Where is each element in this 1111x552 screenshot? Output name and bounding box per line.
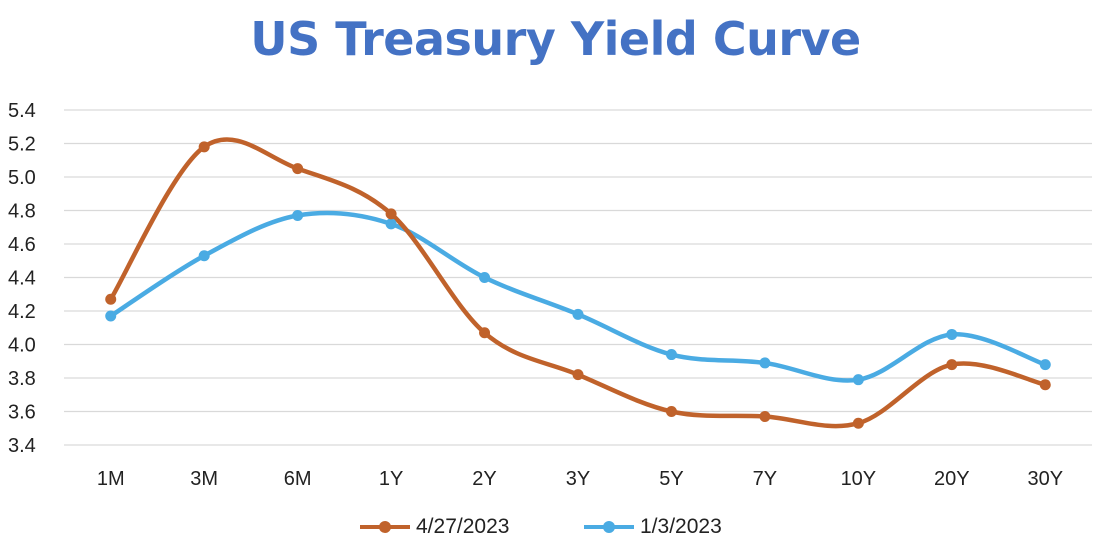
y-tick-label: 4.6 (8, 234, 36, 256)
x-tick-label: 7Y (753, 468, 777, 490)
y-tick-label: 4.2 (8, 301, 36, 323)
y-tick-label: 5.0 (8, 167, 36, 189)
legend-swatch-series-2 (584, 520, 634, 534)
x-axis-tick-labels: 1M 3M 6M 1Y 2Y 3Y 5Y 7Y 10Y 20Y 30Y (97, 468, 1063, 490)
data-point-series-1 (572, 369, 584, 381)
x-tick-label: 30Y (1027, 468, 1063, 490)
line-chart: 3.4 3.6 3.8 4.0 4.2 4.4 4.6 4.8 5.0 5.2 5.4 1M 3M 6M… (8, 100, 1092, 490)
y-tick-label: 4.0 (8, 335, 36, 357)
x-tick-label: 2Y (472, 468, 496, 490)
series-line-2 (108, 210, 1048, 383)
x-tick-label: 1Y (379, 468, 403, 490)
y-axis-tick-labels: 3.4 3.6 3.8 4.0 4.2 4.4 4.6 4.8 5.0 5.2 5.4 (8, 100, 36, 457)
legend-item-series-2: 1/3/2023 (584, 512, 722, 542)
data-point-series-2 (946, 328, 958, 340)
data-point-series-1 (105, 293, 117, 305)
legend-label-series-1: 4/27/2023 (416, 515, 510, 538)
legend-swatch-series-1 (360, 520, 410, 534)
data-point-series-1 (385, 208, 397, 220)
data-point-series-2 (198, 250, 210, 262)
x-tick-label: 6M (284, 468, 312, 490)
x-tick-label: 1M (97, 468, 125, 490)
data-point-series-2 (105, 310, 117, 322)
data-point-series-2 (665, 349, 677, 361)
legend: 4/27/2023 1/3/2023 (0, 512, 1111, 542)
series-line-1 (108, 137, 1048, 429)
data-point-series-1 (665, 406, 677, 417)
x-tick-label: 10Y (841, 468, 877, 490)
y-tick-label: 5.2 (8, 134, 36, 156)
legend-label-series-2: 1/3/2023 (640, 515, 722, 538)
data-point-series-1 (946, 359, 958, 371)
data-point-series-2 (572, 308, 584, 320)
gridlines (64, 109, 1092, 446)
data-point-series-1 (198, 141, 210, 153)
data-point-series-1 (852, 417, 864, 429)
data-point-series-1 (759, 411, 771, 423)
data-point-series-2 (292, 210, 304, 222)
x-tick-label: 5Y (659, 468, 683, 490)
x-tick-label: 3Y (566, 468, 590, 490)
y-tick-label: 5.4 (8, 100, 36, 122)
y-tick-label: 4.4 (8, 268, 36, 290)
series-lines (108, 137, 1048, 429)
data-point-series-2 (1039, 359, 1051, 371)
data-point-series-1 (292, 163, 304, 175)
chart-title: US Treasury Yield Curve (250, 12, 861, 66)
legend-item-series-1: 4/27/2023 (360, 512, 509, 542)
y-tick-label: 3.8 (8, 368, 36, 390)
x-tick-label: 3M (190, 468, 218, 490)
y-tick-label: 3.4 (8, 435, 36, 457)
y-tick-label: 3.6 (8, 402, 36, 424)
y-tick-label: 4.8 (8, 201, 36, 223)
x-tick-label: 20Y (934, 468, 970, 490)
data-point-series-2 (759, 357, 771, 369)
data-point-series-1 (1039, 379, 1051, 391)
data-point-series-2 (385, 218, 397, 230)
data-points (105, 141, 1051, 429)
data-point-series-2 (479, 272, 491, 283)
data-point-series-2 (852, 374, 864, 386)
data-point-series-1 (479, 327, 491, 339)
